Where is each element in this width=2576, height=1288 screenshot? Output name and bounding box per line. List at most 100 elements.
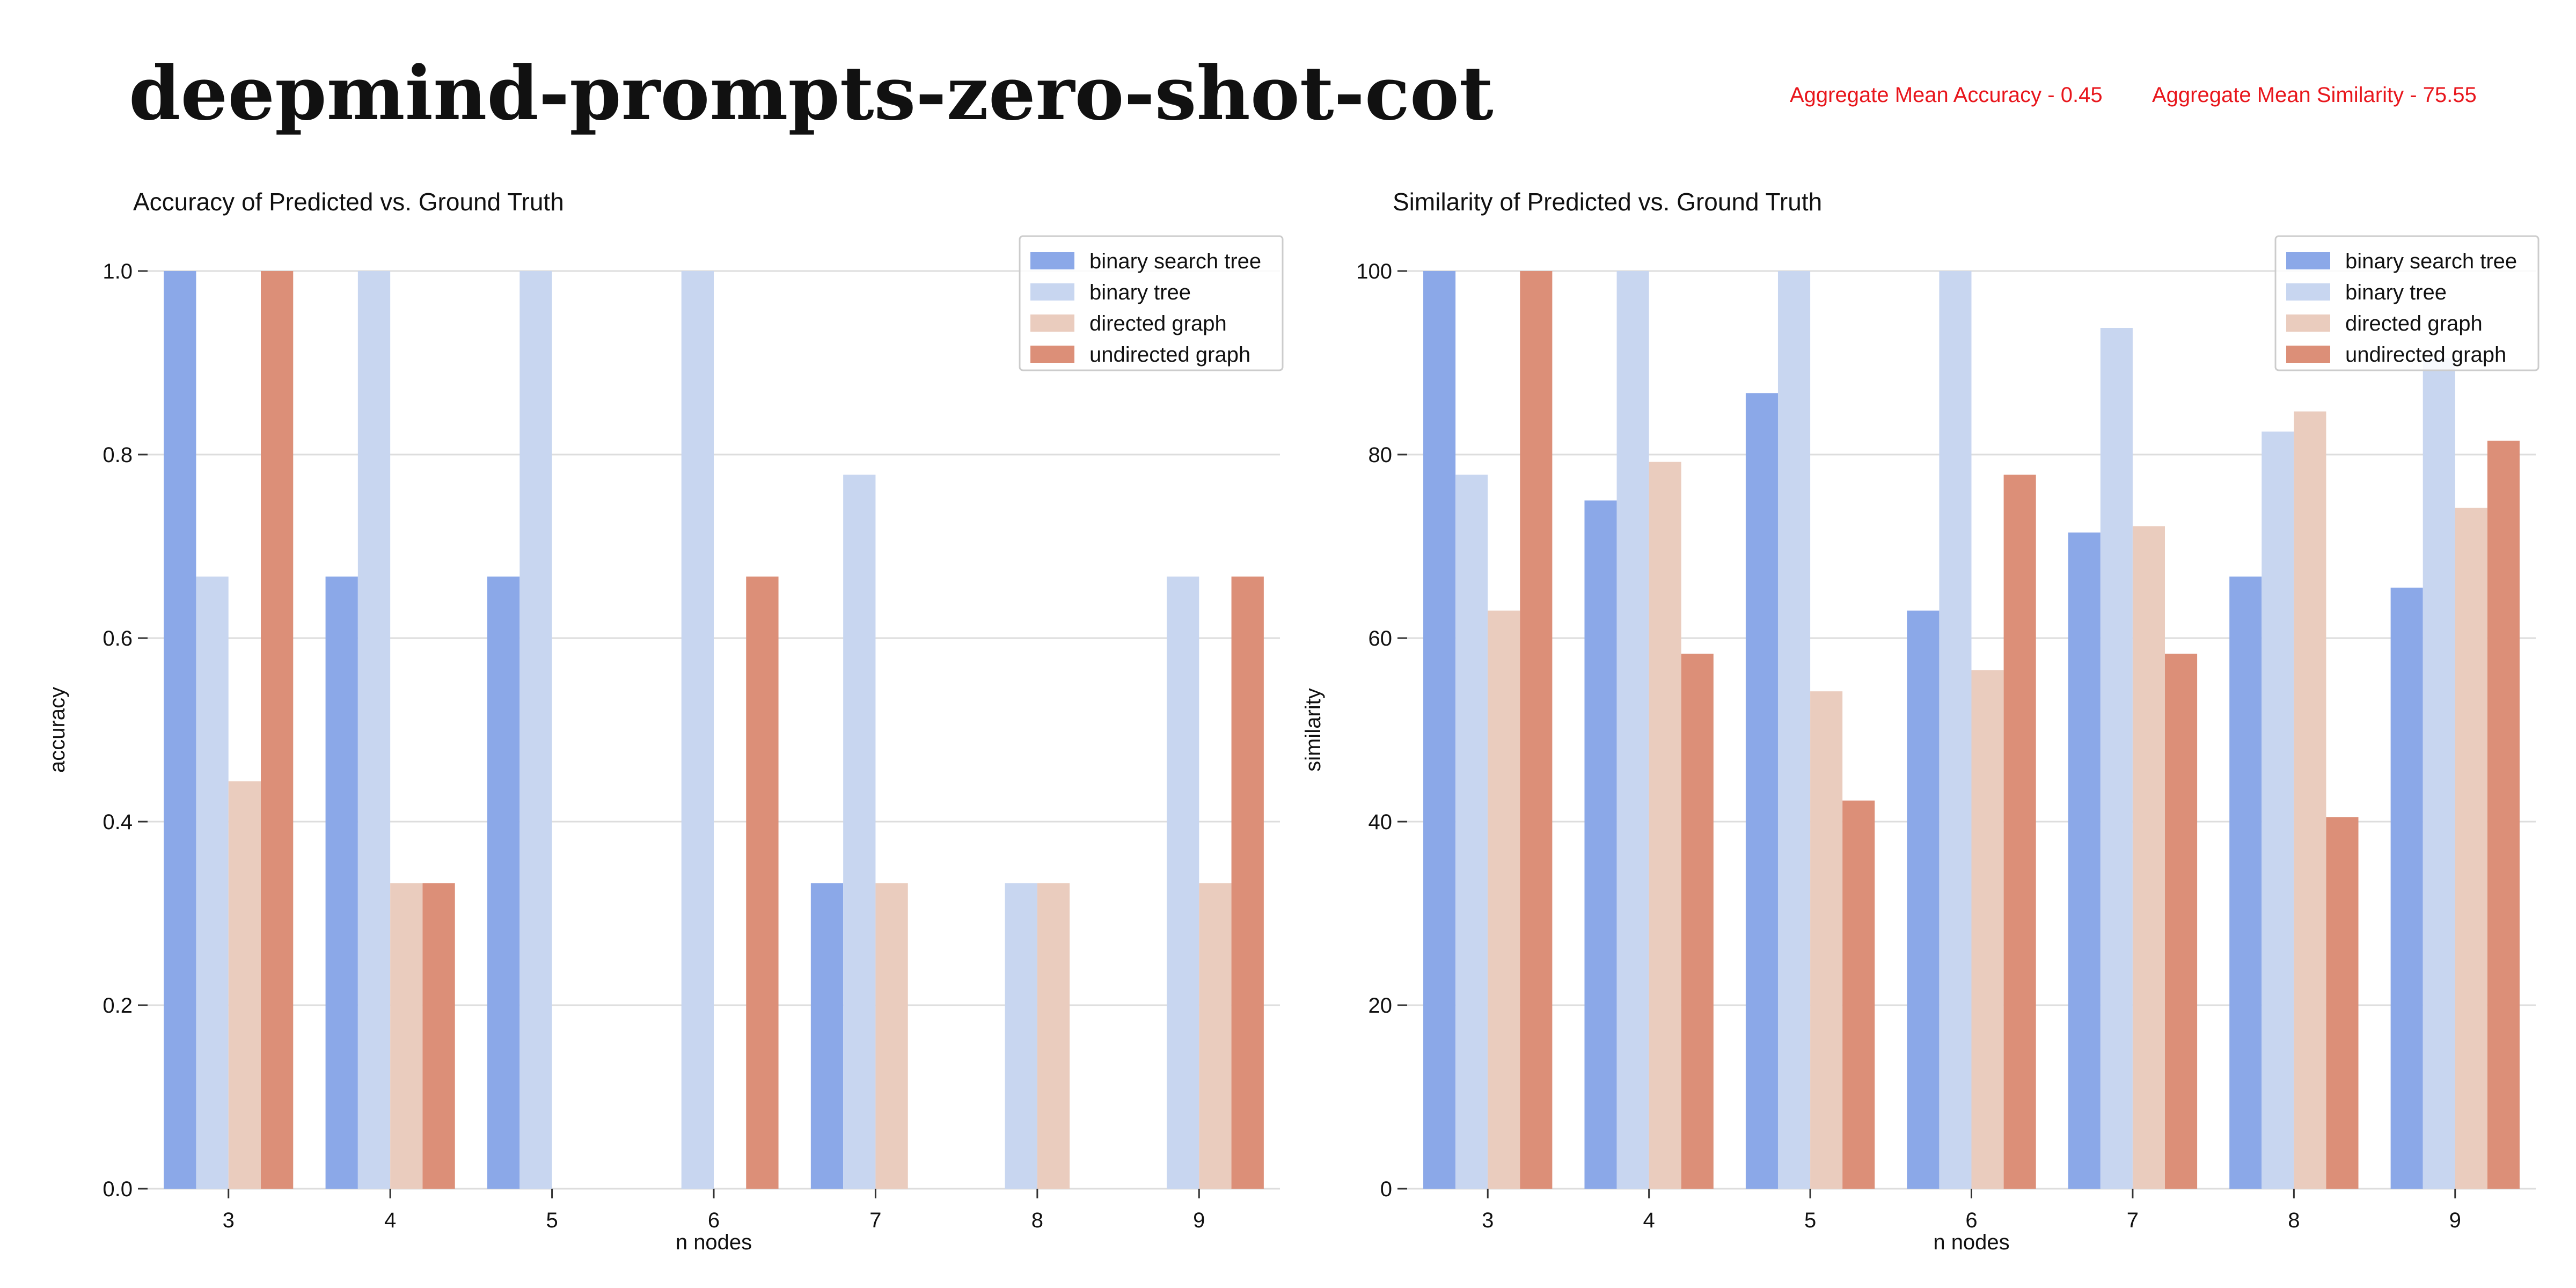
bar-directed-graph-4 xyxy=(1649,462,1681,1189)
x-tick-label: 9 xyxy=(2449,1209,2461,1232)
bar-binary-search-tree-3 xyxy=(1423,271,1456,1189)
y-tick-label: 0.0 xyxy=(103,1177,133,1201)
x-axis-label: n nodes xyxy=(1933,1231,2009,1254)
bar-directed-graph-6 xyxy=(1971,670,2004,1189)
bar-directed-graph-9 xyxy=(2455,508,2487,1189)
bar-undirected-graph-3 xyxy=(1520,271,1553,1189)
bar-undirected-graph-3 xyxy=(261,271,294,1189)
bar-directed-graph-9 xyxy=(1199,883,1232,1189)
bar-binary-search-tree-7 xyxy=(810,883,844,1189)
legend: binary search tree binary tree directed gr… xyxy=(2274,235,2540,371)
similarity-chart: Similarity of Predicted vs. Ground Truth… xyxy=(1301,188,2540,1254)
bar-binary-tree-8 xyxy=(2262,431,2294,1189)
bar-directed-graph-8 xyxy=(1037,883,1070,1189)
y-tick-label: 0 xyxy=(1380,1177,1392,1201)
x-tick-label: 6 xyxy=(1965,1209,1977,1232)
legend-entry: binary tree xyxy=(1089,281,1191,304)
legend-swatch xyxy=(1030,283,1074,301)
y-tick-label: 80 xyxy=(1368,443,1393,467)
legend-entry: directed graph xyxy=(2345,312,2483,335)
x-tick-label: 8 xyxy=(1031,1209,1043,1232)
x-tick-label: 7 xyxy=(2127,1209,2139,1232)
bar-binary-search-tree-6 xyxy=(1907,610,1940,1189)
legend: binary search tree binary tree directed gr… xyxy=(1019,235,1284,371)
bar-undirected-graph-4 xyxy=(1681,654,1714,1189)
bar-binary-tree-9 xyxy=(2423,358,2455,1189)
y-axis-label: similarity xyxy=(1301,688,1325,772)
legend-entry: undirected graph xyxy=(1089,343,1250,367)
bar-binary-search-tree-8 xyxy=(2229,576,2262,1189)
bar-binary-tree-5 xyxy=(519,271,552,1189)
y-axis-label: accuracy xyxy=(46,687,69,773)
y-tick-label: 40 xyxy=(1368,810,1393,834)
bar-directed-graph-7 xyxy=(875,883,908,1189)
bar-binary-search-tree-5 xyxy=(487,576,520,1189)
legend-entry: directed graph xyxy=(1089,312,1227,335)
legend-entry: binary tree xyxy=(2345,281,2447,304)
legend-swatch xyxy=(2286,283,2330,301)
bar-directed-graph-3 xyxy=(228,781,261,1189)
bar-binary-search-tree-4 xyxy=(325,576,358,1189)
y-tick-label: 100 xyxy=(1356,260,1392,283)
chart-title: Similarity of Predicted vs. Ground Truth xyxy=(1393,188,1822,216)
x-tick-label: 5 xyxy=(1804,1209,1816,1232)
legend-box xyxy=(2274,235,2540,371)
bar-undirected-graph-9 xyxy=(2487,441,2520,1189)
legend-swatch xyxy=(1030,252,1074,269)
legend-swatch xyxy=(2286,346,2330,363)
legend-swatch xyxy=(1030,314,1074,332)
x-tick-label: 8 xyxy=(2288,1209,2300,1232)
bar-binary-search-tree-5 xyxy=(1745,393,1778,1189)
bar-directed-graph-5 xyxy=(1810,691,1843,1189)
bar-binary-search-tree-7 xyxy=(2068,532,2101,1189)
bar-binary-tree-6 xyxy=(681,271,714,1189)
legend-entry: binary search tree xyxy=(2345,250,2517,273)
y-tick-label: 0.8 xyxy=(103,443,133,467)
x-tick-label: 5 xyxy=(546,1209,558,1232)
bar-binary-search-tree-3 xyxy=(164,271,196,1189)
bar-directed-graph-4 xyxy=(390,883,423,1189)
bar-undirected-graph-5 xyxy=(1842,800,1875,1189)
page-title: deepmind-prompts-zero-shot-cot xyxy=(129,49,1494,137)
bar-undirected-graph-6 xyxy=(2003,474,2036,1189)
bar-binary-tree-8 xyxy=(1005,883,1037,1189)
y-tick-label: 1.0 xyxy=(103,260,133,283)
x-tick-label: 7 xyxy=(869,1209,881,1232)
bar-binary-tree-3 xyxy=(196,576,229,1189)
x-axis-label: n nodes xyxy=(676,1231,752,1254)
x-tick-label: 4 xyxy=(384,1209,396,1232)
legend-entry: undirected graph xyxy=(2345,343,2506,367)
bar-undirected-graph-7 xyxy=(2165,654,2198,1189)
legend-box xyxy=(1019,235,1284,371)
x-tick-label: 9 xyxy=(1193,1209,1205,1232)
legend-swatch xyxy=(1030,346,1074,363)
bar-binary-tree-3 xyxy=(1455,474,1488,1189)
x-tick-label: 3 xyxy=(1482,1209,1494,1232)
aggregate-mean-similarity: Aggregate Mean Similarity - 75.55 xyxy=(2152,83,2477,107)
x-tick-label: 6 xyxy=(708,1209,720,1232)
bar-directed-graph-3 xyxy=(1488,610,1520,1189)
y-tick-label: 0.4 xyxy=(103,810,133,834)
x-tick-label: 3 xyxy=(223,1209,235,1232)
bar-undirected-graph-8 xyxy=(2326,817,2359,1189)
bar-directed-graph-7 xyxy=(2132,526,2165,1189)
bar-binary-tree-7 xyxy=(843,474,876,1189)
bar-binary-search-tree-9 xyxy=(2390,587,2423,1189)
y-tick-label: 60 xyxy=(1368,627,1393,650)
x-tick-label: 4 xyxy=(1643,1209,1655,1232)
legend-entry: binary search tree xyxy=(1089,250,1261,273)
bar-undirected-graph-4 xyxy=(422,883,455,1189)
aggregate-mean-accuracy: Aggregate Mean Accuracy - 0.45 xyxy=(1790,83,2103,107)
legend-swatch xyxy=(2286,314,2330,332)
bar-binary-tree-9 xyxy=(1167,576,1199,1189)
y-tick-label: 20 xyxy=(1368,994,1393,1018)
y-tick-label: 0.6 xyxy=(103,627,133,650)
bar-binary-tree-4 xyxy=(1616,271,1649,1189)
accuracy-chart: Accuracy of Predicted vs. Ground Truth 0.… xyxy=(46,188,1284,1254)
bar-directed-graph-8 xyxy=(2294,411,2326,1189)
bar-binary-tree-7 xyxy=(2100,328,2133,1189)
bar-undirected-graph-6 xyxy=(746,576,779,1189)
bar-binary-tree-6 xyxy=(1939,271,1972,1189)
y-tick-label: 0.2 xyxy=(103,994,133,1018)
